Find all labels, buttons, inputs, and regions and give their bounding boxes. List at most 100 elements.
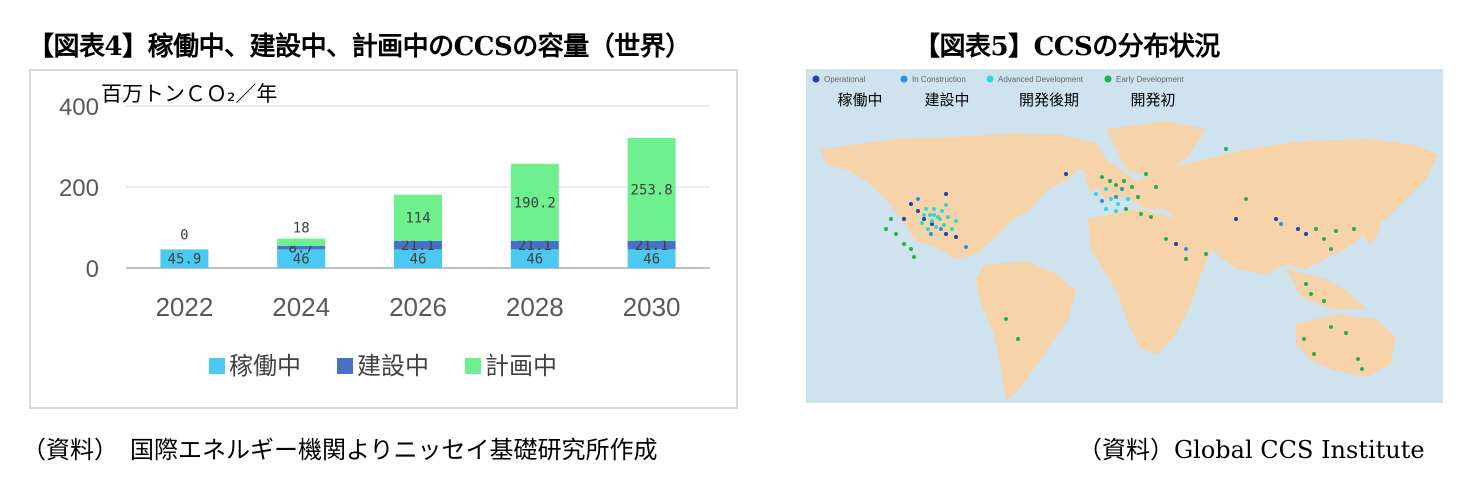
bar-segment <box>510 163 559 241</box>
bar-segment <box>510 249 559 268</box>
ccs-facility-point <box>1094 192 1098 196</box>
ccs-facility-point <box>1114 209 1118 213</box>
ccs-facility-point <box>924 207 928 211</box>
map-legend-dot <box>1104 75 1112 83</box>
bar-segment <box>627 249 676 268</box>
africa-landmass <box>1088 209 1211 354</box>
ccs-facility-point <box>1114 183 1118 187</box>
bar-segment <box>394 240 442 250</box>
ccs-map: Operational 稼働中 In Construction 建設中 Advanced… <box>806 69 1443 403</box>
ccs-facility-point <box>1109 197 1113 201</box>
bar-segment <box>277 249 326 268</box>
ccs-facility-point <box>954 219 958 223</box>
map-legend-label-ja: 建設中 <box>924 91 969 109</box>
ccs-facility-point <box>939 227 943 231</box>
map-legend-dot <box>900 75 908 83</box>
ccs-facility-point <box>1224 147 1228 151</box>
ccs-facility-point <box>1144 172 1148 176</box>
ccs-facility-point <box>1329 247 1333 251</box>
ccs-facility-point <box>940 209 944 213</box>
ccs-facility-point <box>1296 227 1300 231</box>
ccs-facility-point <box>1312 352 1316 356</box>
figure4-title: 【図表4】稼働中、建設中、計画中のCCSの容量（世界） <box>28 32 691 62</box>
ccs-facility-point <box>1174 242 1178 246</box>
legend-label: 計画中 <box>485 352 557 380</box>
ccs-facility-point <box>1130 185 1134 189</box>
ccs-facility-point <box>932 207 936 211</box>
ccs-facility-point <box>916 197 920 201</box>
ccs-facility-point <box>1274 217 1278 221</box>
ccs-facility-point <box>1279 222 1283 226</box>
ccs-facility-point <box>926 227 930 231</box>
ccs-facility-point <box>942 223 946 227</box>
ccs-facility-point <box>944 203 948 207</box>
legend-swatch <box>465 358 481 374</box>
data-label: 114 <box>405 211 430 227</box>
map-legend-label: Operational <box>824 75 866 84</box>
bar-segment <box>627 240 676 250</box>
ccs-facility-point <box>1154 185 1158 189</box>
ccs-facility-point <box>944 192 948 196</box>
uk-landmass <box>1086 169 1098 193</box>
bar-segment <box>277 245 326 250</box>
map-legend-label: Advanced Development <box>998 75 1084 84</box>
ccs-facility-point <box>1244 197 1248 201</box>
ccs-facility-point <box>1204 252 1208 256</box>
ccs-facility-point <box>950 227 954 231</box>
map-legend-label-ja: 開発初 <box>1130 91 1175 109</box>
map-legend-dot <box>812 75 820 83</box>
map-legend-label: Early Development <box>1116 75 1184 84</box>
ccs-facility-point <box>902 217 906 221</box>
x-tick-label: 2022 <box>155 292 213 322</box>
ccs-facility-point <box>1124 207 1128 211</box>
ccs-facility-point <box>1314 227 1318 231</box>
bar-segment <box>394 194 442 241</box>
source-note-left: （資料） 国際エネルギー機関よりニッセイ基礎研究所作成 <box>22 436 658 464</box>
legend-label: 建設中 <box>357 352 429 380</box>
japan-landmass <box>1364 209 1381 244</box>
legend-swatch <box>337 358 353 374</box>
ccs-facility-point <box>932 213 936 217</box>
bar-segment <box>394 249 442 268</box>
data-label: 21.1 <box>635 238 669 254</box>
ccs-facility-point <box>1344 331 1348 335</box>
ccs-facility-point <box>1100 199 1104 203</box>
ccs-facility-point <box>1334 229 1338 233</box>
ccs-facility-point <box>1104 207 1108 211</box>
ccs-facility-point <box>902 242 906 246</box>
australia-landmass <box>1296 314 1396 377</box>
data-label: 45.9 <box>168 252 202 268</box>
south-america-landmass <box>976 261 1076 401</box>
ccs-facility-point <box>1304 232 1308 236</box>
bar-segment <box>277 238 326 246</box>
ccs-facility-point <box>1184 247 1188 251</box>
ccs-facility-point <box>1108 179 1112 183</box>
ccs-facility-point <box>1322 299 1326 303</box>
ccs-facility-point <box>1356 357 1360 361</box>
y-tick-label: 0 <box>86 256 99 283</box>
ccs-facility-point <box>1139 212 1143 216</box>
ccs-facility-point <box>1309 292 1313 296</box>
map-legend-label-ja: 稼働中 <box>837 91 882 109</box>
figure5-title: 【図表5】CCSの分布状況 <box>914 32 1220 62</box>
x-tick-label: 2028 <box>506 292 564 322</box>
data-label: 0 <box>180 227 188 243</box>
ccs-facility-point <box>920 221 924 225</box>
data-label: 190.2 <box>514 195 556 211</box>
ccs-facility-point <box>1149 215 1153 219</box>
ccs-facility-point <box>929 232 933 236</box>
ccs-facility-point <box>889 217 893 221</box>
ccs-facility-point <box>1164 237 1168 241</box>
north-america-landmass <box>820 133 1106 259</box>
source-note-right: （資料）Global CCS Institute <box>1078 436 1425 464</box>
legend-swatch <box>209 358 225 374</box>
ccs-facility-point <box>1016 337 1020 341</box>
ccs-facility-point <box>1126 197 1130 201</box>
ccs-facility-point <box>922 217 926 221</box>
ccs-facility-point <box>930 222 934 226</box>
ccs-facility-point <box>884 227 888 231</box>
ccs-facility-point <box>1322 237 1326 241</box>
map-legend-label-ja: 開発後期 <box>1019 91 1079 109</box>
ccs-facility-point <box>912 255 916 259</box>
